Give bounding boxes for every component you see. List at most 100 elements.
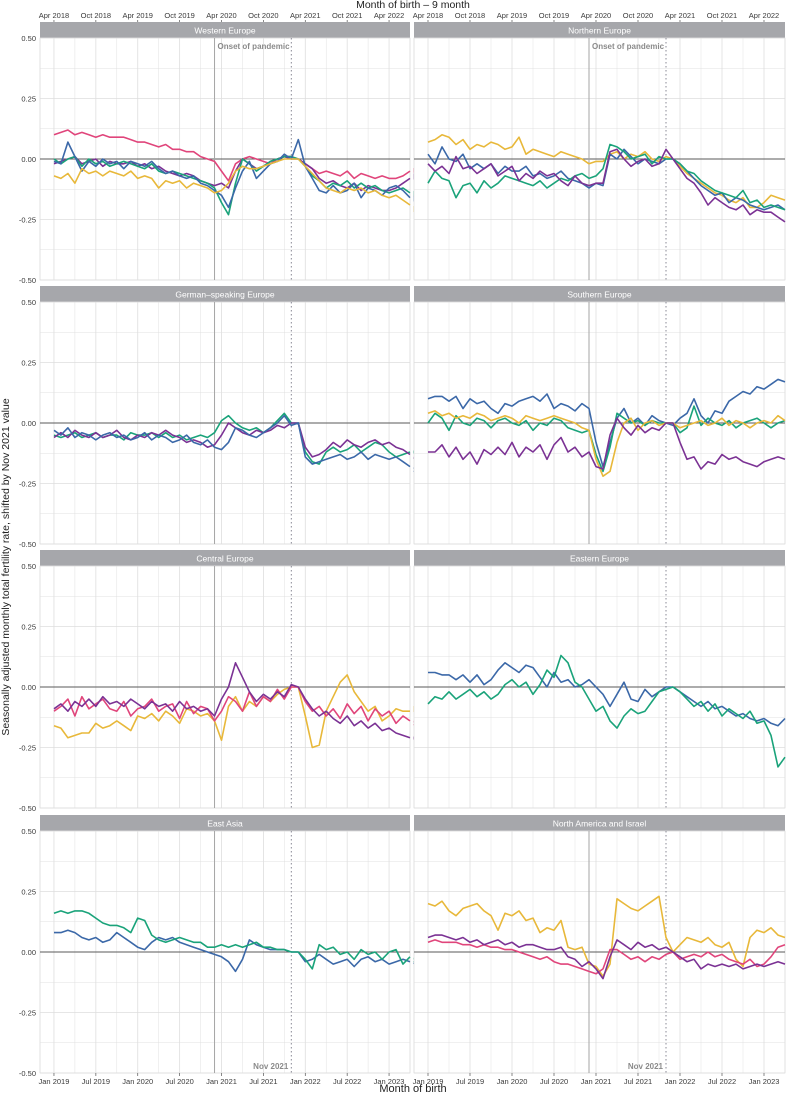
- panel-strip: [414, 815, 785, 831]
- series-line-finland: [427, 143, 786, 211]
- series-line-latvia: [427, 654, 786, 768]
- bottom-tick-label: Jul 2021: [249, 1077, 277, 1086]
- bottom-tick-label: Jan 2023: [749, 1077, 780, 1086]
- panel-title: Eastern Europe: [570, 554, 629, 564]
- top-axis-title: Month of birth – 9 month: [356, 0, 470, 11]
- y-tick-label: 0.00: [21, 683, 36, 692]
- bottom-tick-label: Jan 2021: [206, 1077, 237, 1086]
- y-tick-label: -0.50: [19, 804, 36, 813]
- panel-strip: [414, 22, 785, 38]
- panel-title: Northern Europe: [568, 26, 631, 36]
- y-tick-label: -0.25: [19, 216, 36, 225]
- pandemic-label: Onset of pandemic: [592, 42, 665, 51]
- series-line-usa: [427, 939, 786, 975]
- panel-eastern-europe: Eastern EuropePolandLatvia: [413, 550, 786, 809]
- top-tick-label: Oct 2020: [248, 11, 278, 20]
- top-tick-label: Apr 2022: [749, 11, 779, 20]
- bottom-tick-label: Jan 2019: [413, 1077, 444, 1086]
- bottom-tick-label: Jul 2021: [624, 1077, 652, 1086]
- bottom-tick-label: Jan 2021: [581, 1077, 612, 1086]
- y-tick-label: 0.25: [21, 623, 36, 632]
- y-tick-label: -0.25: [19, 744, 36, 753]
- y-tick-label: -0.25: [19, 1009, 36, 1018]
- bottom-tick-label: Jul 2020: [540, 1077, 568, 1086]
- bottom-tick-label: Jul 2022: [333, 1077, 361, 1086]
- top-tick-label: Apr 2019: [123, 11, 153, 20]
- series-line-netherland: [53, 158, 411, 206]
- series-line-denmark: [427, 148, 786, 223]
- y-tick-label: 0.50: [21, 827, 36, 836]
- panel-strip: [40, 550, 410, 566]
- top-tick-label: Oct 2018: [81, 11, 111, 20]
- top-tick-label: Apr 2020: [581, 11, 611, 20]
- top-tick-label: Apr 2018: [39, 11, 69, 20]
- y-tick-label: -0.25: [19, 480, 36, 489]
- bottom-tick-label: Jan 2023: [374, 1077, 405, 1086]
- series-line-austria: [53, 422, 411, 458]
- top-tick-label: Apr 2019: [497, 11, 527, 20]
- series-line-ireland: [53, 138, 411, 209]
- y-tick-label: 0.50: [21, 34, 36, 43]
- top-tick-label: Oct 2019: [164, 11, 194, 20]
- top-tick-label: Apr 2021: [290, 11, 320, 20]
- y-tick-label: 0.00: [21, 948, 36, 957]
- series-line-japan: [54, 929, 411, 973]
- y-tick-label: -0.50: [19, 276, 36, 285]
- series-line-canada: [427, 934, 786, 980]
- top-tick-label: Oct 2018: [455, 11, 485, 20]
- y-tick-label: 0.50: [21, 562, 36, 571]
- series-line-czechia: [53, 661, 411, 739]
- series-line-south-korea: [53, 910, 411, 970]
- panel-title: German–speaking Europe: [175, 290, 275, 300]
- y-tick-label: 0.25: [21, 888, 36, 897]
- top-tick-label: Apr 2020: [206, 11, 236, 20]
- bottom-tick-label: Jul 2020: [165, 1077, 193, 1086]
- top-tick-label: Apr 2022: [374, 11, 404, 20]
- series-line-poland: [428, 661, 786, 727]
- panel-central-europe: Central EuropeHungarySloveniaCzechia0.50…: [19, 550, 448, 813]
- bottom-axis-title: Month of birth: [379, 1083, 446, 1095]
- top-tick-label: Apr 2018: [413, 11, 443, 20]
- panel-german-speaking-europe: German–speaking EuropeGermanyAustriaSwit…: [19, 286, 455, 549]
- top-tick-label: Oct 2019: [539, 11, 569, 20]
- panel-title: Southern Europe: [567, 290, 632, 300]
- top-tick-label: Oct 2020: [623, 11, 653, 20]
- y-tick-label: 0.25: [21, 359, 36, 368]
- panel-strip: [414, 286, 785, 302]
- y-tick-label: 0.25: [21, 95, 36, 104]
- panel-southern-europe: Southern EuropePortugalItalySpainGreece: [413, 286, 786, 545]
- y-tick-label: 0.00: [21, 419, 36, 428]
- nov-2021-label: Nov 2021: [628, 1062, 664, 1071]
- panel-strip: [40, 286, 410, 302]
- panel-title: Western Europe: [194, 26, 256, 36]
- series-line-hungary: [53, 674, 410, 749]
- top-tick-label: Oct 2021: [707, 11, 737, 20]
- y-tick-label: 0.50: [21, 298, 36, 307]
- y-tick-label: 0.00: [21, 155, 36, 164]
- bottom-tick-label: Jul 2019: [456, 1077, 484, 1086]
- bottom-tick-label: Jan 2020: [122, 1077, 153, 1086]
- y-axis-title: Seasonally adjusted monthly total fertil…: [0, 398, 12, 736]
- bottom-tick-label: Jan 2020: [497, 1077, 528, 1086]
- panel-strip: [40, 22, 410, 38]
- bottom-tick-label: Jan 2022: [290, 1077, 321, 1086]
- series-line-italy: [427, 405, 786, 473]
- bottom-tick-label: Jul 2022: [708, 1077, 736, 1086]
- bottom-tick-label: Jan 2022: [665, 1077, 696, 1086]
- panel-strip: [40, 815, 410, 831]
- nov-2021-label: Nov 2021: [253, 1062, 289, 1071]
- series-line-spain: [427, 410, 786, 478]
- series-line-uk: [53, 129, 411, 182]
- series-line-slovenia: [53, 686, 411, 725]
- panel-title: East Asia: [207, 819, 243, 829]
- top-tick-label: Oct 2021: [332, 11, 362, 20]
- bottom-tick-label: Jan 2019: [39, 1077, 70, 1086]
- pandemic-label: Onset of pandemic: [218, 42, 291, 51]
- panel-title: North America and Israel: [553, 819, 647, 829]
- bottom-tick-label: Jul 2019: [82, 1077, 110, 1086]
